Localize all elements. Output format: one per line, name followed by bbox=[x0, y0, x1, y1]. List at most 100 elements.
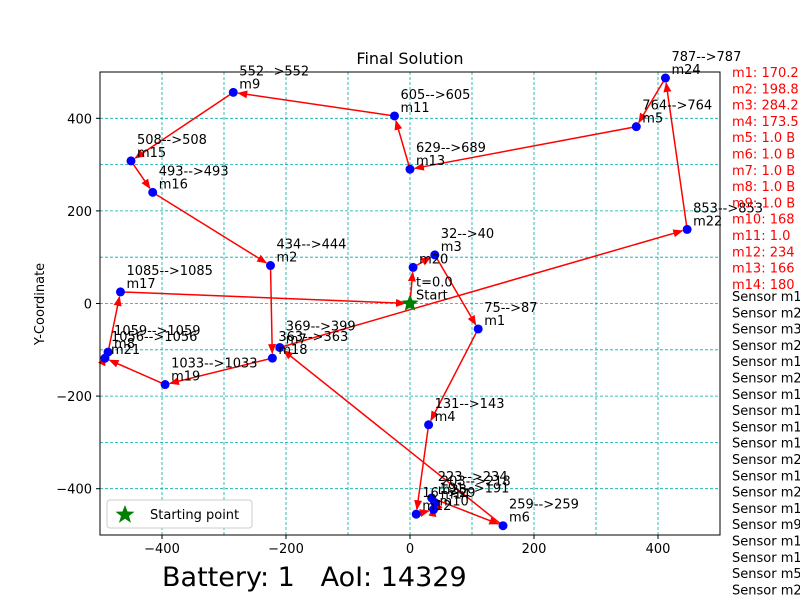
path-arrow bbox=[413, 125, 637, 171]
node-name-label: m18 bbox=[278, 343, 307, 358]
path-arrow bbox=[431, 497, 500, 525]
sensor-node bbox=[160, 380, 170, 390]
sensor-node bbox=[267, 353, 277, 363]
sensor-node bbox=[103, 347, 113, 357]
node-time-label: 605-->605 bbox=[401, 88, 471, 103]
side-sensor-entry: Sensor m1 bbox=[732, 404, 800, 419]
side-sensor-entry: Sensor m2 bbox=[732, 306, 800, 321]
node-name-label: m11 bbox=[401, 101, 430, 116]
node-name-label: m12 bbox=[422, 499, 451, 514]
side-sensor-entry: Sensor m1 bbox=[732, 388, 800, 403]
path-arrow bbox=[279, 229, 684, 349]
node-time-label: 764-->764 bbox=[642, 99, 712, 114]
side-sensor-entry: Sensor m2 bbox=[732, 583, 800, 598]
sensor-node bbox=[411, 509, 421, 519]
side-layer: m1: 170.2m2: 198.8 m3: 284.2m4: 173.5m5: … bbox=[732, 66, 800, 598]
node-time-label: 32-->40 bbox=[441, 227, 494, 242]
path-arrow bbox=[282, 349, 504, 527]
sensor-node bbox=[427, 493, 437, 503]
node-time-label: 191-->191 bbox=[440, 482, 510, 497]
side-sensor-entry: Sensor m1 bbox=[732, 355, 800, 370]
node-time-label: 787-->787 bbox=[671, 50, 741, 65]
path-arrow bbox=[663, 81, 688, 230]
side-red-entry: m11: 1.0 bbox=[732, 229, 790, 244]
side-sensor-entry: Sensor m1 bbox=[732, 502, 800, 517]
side-sensor-entry: Sensor m1 bbox=[732, 290, 800, 305]
side-red-entry: m4: 173.5 bbox=[732, 115, 799, 130]
sensor-node bbox=[473, 324, 483, 334]
y-tick-label: −400 bbox=[56, 483, 92, 498]
y-axis-label: Y-Coordinate bbox=[33, 263, 48, 346]
tick-layer: −400 −200 0 200 400 −400 −200 0 200 400 bbox=[56, 112, 670, 557]
path-arrow bbox=[120, 291, 407, 307]
node-name-label: m17 bbox=[126, 277, 155, 292]
x-tick-label: 400 bbox=[646, 542, 671, 557]
side-sensor-entry: Sensor m5 bbox=[732, 567, 800, 582]
sensor-node bbox=[660, 73, 670, 83]
node-name-label: m5 bbox=[642, 112, 663, 127]
side-sensor-entry: Sensor m2 bbox=[732, 339, 800, 354]
side-red-entry: m3: 284.2 bbox=[732, 99, 799, 114]
node-name-label: m16 bbox=[159, 177, 188, 192]
side-sensor-entry: Sensor m9 bbox=[732, 518, 800, 533]
sensor-node bbox=[498, 521, 508, 531]
start-star-icon bbox=[401, 294, 419, 311]
sensor-node bbox=[631, 122, 641, 132]
y-tick-label: 400 bbox=[67, 112, 92, 127]
side-red-entry: m9: 1.0 B bbox=[732, 196, 795, 211]
side-sensor-entry: Sensor m1 bbox=[732, 535, 800, 550]
node-name-label: m24 bbox=[671, 63, 700, 78]
node-name-label: m9 bbox=[239, 77, 260, 92]
path-arrow bbox=[107, 295, 122, 353]
side-sensor-entry: Sensor m1 bbox=[732, 469, 800, 484]
sensor-node bbox=[682, 224, 692, 234]
y-tick-label: −200 bbox=[56, 390, 92, 405]
x-tick-label: 200 bbox=[522, 542, 547, 557]
path-arrow bbox=[434, 254, 477, 326]
node-time-label: 1033-->1033 bbox=[171, 357, 257, 372]
sensor-node bbox=[429, 505, 439, 515]
node-name-label: m2 bbox=[277, 251, 298, 266]
side-sensor-entry: Sensor m1 bbox=[732, 551, 800, 566]
node-time-label: 16-->29 bbox=[422, 486, 475, 501]
node-name-label: m22 bbox=[693, 214, 722, 229]
path-arrow bbox=[394, 119, 411, 170]
path-arrow bbox=[130, 160, 151, 190]
y-tick-label: 0 bbox=[84, 298, 92, 313]
legend-box bbox=[106, 499, 253, 529]
side-red-entry: m8: 1.0 B bbox=[732, 180, 795, 195]
node-name-label: m4 bbox=[435, 410, 456, 425]
side-sensor-entry: Sensor m2 bbox=[732, 372, 800, 387]
side-sensor-entry: Sensor m3 bbox=[732, 323, 800, 338]
side-sensor-entry: Sensor m2 bbox=[732, 453, 800, 468]
path-arrow bbox=[152, 191, 268, 264]
sensor-node bbox=[148, 187, 158, 197]
legend: Starting point bbox=[106, 499, 253, 529]
sensor-node bbox=[266, 261, 275, 271]
node-name-label: m19 bbox=[171, 370, 200, 385]
side-red-entry: m5: 1.0 B bbox=[732, 131, 795, 146]
sensor-node bbox=[275, 342, 285, 352]
node-time-label: 1056-->1056 bbox=[111, 330, 197, 345]
side-red-entry: m12: 234 bbox=[732, 245, 795, 260]
node-time-label: 434-->444 bbox=[277, 238, 347, 253]
grid-layer bbox=[100, 72, 720, 535]
path-arrow bbox=[237, 90, 395, 117]
node-time-label: 131-->143 bbox=[435, 397, 505, 412]
node-time-label: 493-->493 bbox=[159, 164, 229, 179]
sensor-node bbox=[405, 164, 415, 174]
sensor-node bbox=[126, 156, 136, 166]
node-name-label: m23 bbox=[438, 483, 467, 498]
path-arrow bbox=[268, 265, 277, 355]
node-layer bbox=[100, 73, 692, 531]
node-name-label: m8 bbox=[114, 337, 135, 352]
battery-aoi-text: Battery: 1 AoI: 14329 bbox=[162, 562, 467, 593]
x-tick-label: −400 bbox=[144, 542, 180, 557]
node-time-label: 223-->234 bbox=[438, 470, 508, 485]
side-red-entry: m13: 166 bbox=[732, 262, 795, 277]
side-sensor-entry: Sensor m1 bbox=[732, 420, 800, 435]
path-arrow bbox=[414, 424, 430, 511]
legend-star-icon bbox=[115, 505, 135, 523]
